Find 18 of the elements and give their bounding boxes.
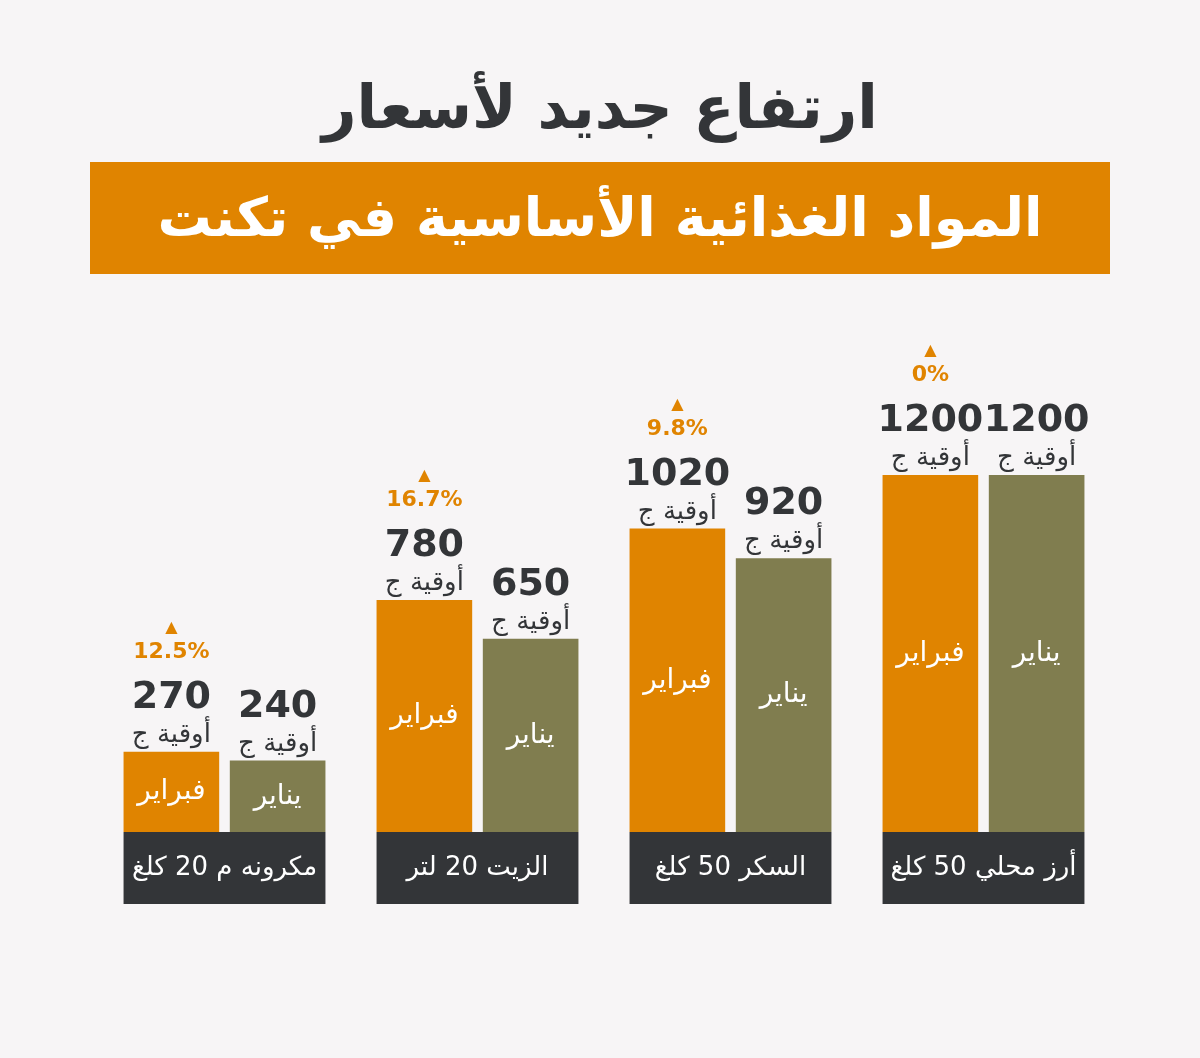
x-tick-label: الزيت 20 لتر: [404, 850, 549, 882]
x-tick-label: السكر 50 كلغ: [654, 850, 807, 882]
text: فبراير: [896, 634, 965, 668]
text: فبراير: [643, 661, 712, 695]
text: ▲ 9.8%: [646, 393, 708, 440]
chart-title: ارتفاع جديد لأسعار: [318, 72, 879, 142]
text: يناير: [506, 716, 555, 750]
text: ▲ 0%: [911, 340, 950, 386]
series-label: فبراير: [388, 697, 459, 731]
x-tick-label: أرز محلي 50 كلغ: [890, 847, 1077, 882]
x-tick-label: مكرونه م 20 كلغ: [131, 850, 318, 882]
annotation: ▲ 16.7%: [386, 464, 463, 511]
series-label: يناير: [251, 777, 302, 811]
chart-subtitle: المواد الغذائية الأساسية في تكنت: [90, 162, 1110, 274]
text: يناير: [759, 676, 808, 710]
annotation: ▲ 12.5%: [133, 616, 210, 663]
text: فبراير: [137, 773, 206, 807]
text: يناير: [1012, 634, 1061, 668]
